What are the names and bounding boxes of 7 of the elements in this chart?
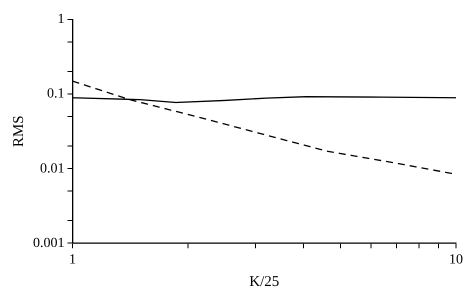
y-tick-label: 0.001 (33, 236, 64, 251)
x-axis-title: K/25 (249, 274, 280, 290)
y-tick-label: 0.1 (47, 86, 64, 102)
x-tick-label: 10 (449, 252, 463, 268)
y-tick-label: 1 (58, 12, 64, 28)
y-tick-label: 0.01 (40, 161, 64, 176)
y-axis-title: RMS (10, 115, 27, 148)
